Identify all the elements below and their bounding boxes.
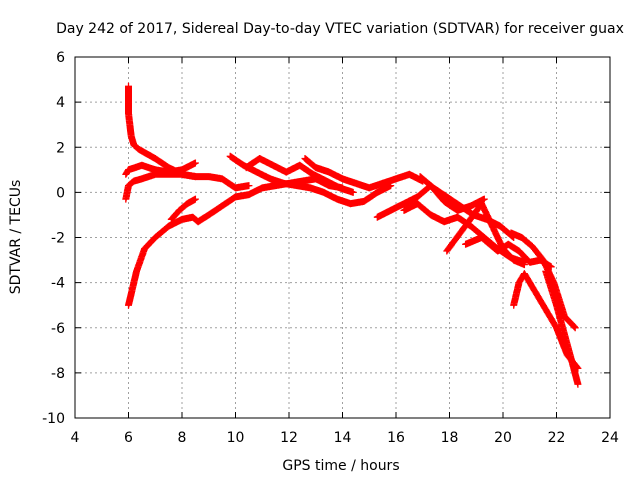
y-tick-label: 2 [56,140,65,156]
series-track-16 [542,267,582,388]
y-tick-label: -8 [51,366,65,382]
x-axis-label: GPS time / hours [282,458,399,474]
x-tick-label: 20 [494,430,512,446]
plus-markers [301,155,427,192]
y-axis-label: SDTVAR / TECUs [8,180,24,295]
y-tick-label: 0 [56,185,65,201]
series-track-8 [301,155,427,192]
plus-markers [167,195,199,223]
y-tick-label: 4 [56,95,65,111]
x-tick-label: 24 [601,430,619,446]
plus-markers [542,267,582,388]
series-track-14 [507,229,579,332]
x-tick-label: 4 [71,430,80,446]
series-track-11 [416,173,518,241]
y-tick-label: -4 [51,276,65,292]
chart-title: Day 242 of 2017, Sidereal Day-to-day VTE… [56,21,624,37]
series-track-7 [242,155,357,196]
x-tick-label: 18 [441,430,459,446]
x-tick-label: 16 [387,430,405,446]
series-track-12 [443,200,528,269]
x-tick-label: 14 [334,430,352,446]
x-tick-label: 10 [227,430,245,446]
plus-markers [242,155,357,196]
data-marks [122,82,582,388]
plus-markers [416,173,518,241]
plus-markers [122,170,199,203]
y-tick-label: -2 [51,231,65,247]
y-tick-label: 6 [56,50,65,66]
y-tick-label: -10 [42,411,65,427]
x-tick-label: 12 [280,430,298,446]
x-tick-label: 22 [548,430,566,446]
y-tick-label: -6 [51,321,65,337]
series-track-5 [167,195,199,223]
x-tick-label: 6 [124,430,133,446]
x-tick-label: 8 [178,430,187,446]
series-track-3 [122,170,199,203]
plus-markers [507,229,579,332]
plus-markers [443,200,528,269]
